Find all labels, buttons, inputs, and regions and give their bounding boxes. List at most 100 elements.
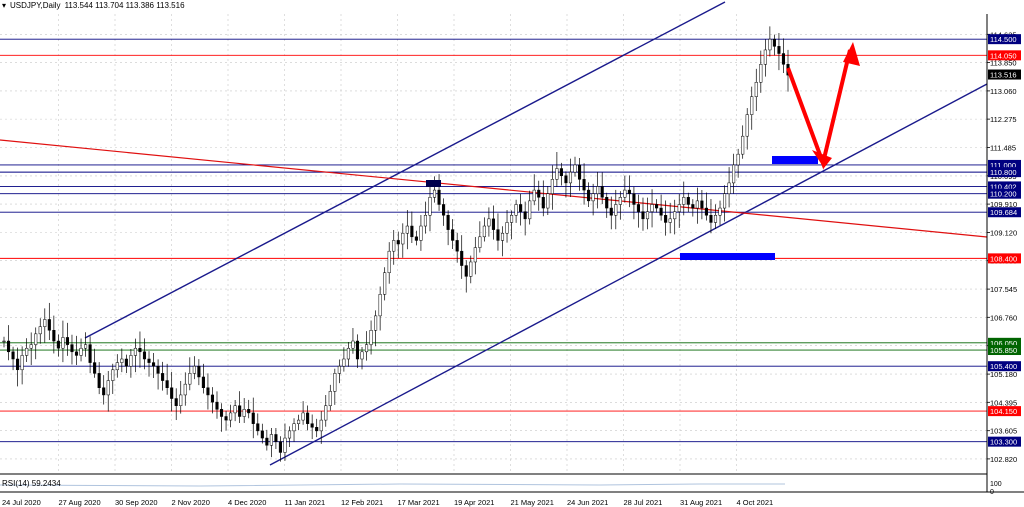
- dropdown-arrow-icon[interactable]: ▾: [2, 1, 7, 10]
- candle-body: [142, 351, 147, 360]
- candle-body: [165, 380, 169, 388]
- candle-body: [170, 387, 174, 399]
- candle-body: [151, 362, 156, 367]
- candle-body: [238, 405, 242, 417]
- candle-body: [265, 437, 269, 446]
- candle-body: [315, 427, 319, 432]
- forecast-arrow-path: [786, 49, 852, 170]
- candle-body: [292, 423, 296, 432]
- candle-body: [587, 189, 591, 202]
- candle-body: [727, 182, 731, 194]
- level-tag-text: 114.500: [990, 35, 1017, 44]
- candle-body: [124, 358, 128, 367]
- candle-body: [704, 207, 708, 216]
- level-tag-text: 103.300: [990, 438, 1017, 447]
- candle-body: [156, 365, 160, 374]
- candle-body: [56, 340, 60, 349]
- candle-body: [79, 347, 83, 356]
- candle-body: [133, 347, 137, 356]
- candle-body: [274, 434, 278, 442]
- price-tick-label: 113.060: [990, 87, 1017, 96]
- candle-body: [111, 369, 115, 381]
- candle-body: [29, 344, 33, 349]
- candle-body: [369, 330, 373, 345]
- candle-body: [627, 189, 631, 194]
- candle-body: [183, 383, 187, 396]
- candle-body: [342, 358, 346, 367]
- candle-body: [11, 351, 15, 360]
- candle-body: [655, 204, 659, 209]
- candle-body: [550, 179, 554, 194]
- candle-body: [541, 197, 545, 209]
- candle-body: [192, 365, 196, 374]
- candle-body: [115, 362, 119, 371]
- candle-body: [201, 376, 205, 388]
- candle-body: [364, 344, 369, 353]
- candle-body: [247, 409, 251, 414]
- time-label: 28 Jul 2021: [624, 498, 663, 507]
- candle-body: [410, 225, 414, 238]
- candle-body: [65, 337, 69, 345]
- candle-body: [491, 218, 495, 230]
- level-tag-text: 104.150: [990, 407, 1017, 416]
- candle-body: [387, 250, 391, 273]
- annotation-zones: [426, 156, 818, 260]
- arrow-head-down: [812, 150, 832, 168]
- chart-header: ▾ USDJPY,Daily 113.544 113.704 113.386 113…: [2, 1, 189, 10]
- candle-body: [70, 344, 74, 353]
- candle-body: [120, 358, 124, 363]
- zone-box-lower: [680, 253, 775, 260]
- channel-upper-line: [84, 1, 726, 339]
- candle-body: [43, 319, 47, 327]
- candle-body: [446, 215, 450, 230]
- level-tag-bg: [988, 188, 1021, 199]
- candle-body: [487, 218, 491, 227]
- candle-body: [396, 240, 400, 245]
- level-tag-bg: [988, 181, 1021, 192]
- candle-body: [668, 218, 672, 223]
- candle-body: [210, 394, 215, 403]
- price-tick-label: 104.395: [990, 398, 1017, 407]
- candle-body: [713, 215, 718, 223]
- candle-body: [251, 412, 255, 424]
- time-label: 4 Oct 2021: [737, 498, 774, 507]
- candle-body: [695, 200, 699, 209]
- level-tag-bg: [988, 337, 1021, 348]
- level-tag-text: 111.000: [990, 161, 1016, 170]
- candle-body: [52, 330, 56, 342]
- candle-body: [47, 319, 51, 331]
- candle-body: [74, 351, 79, 356]
- candle-body: [614, 204, 618, 216]
- candle-body: [600, 186, 604, 198]
- candle-body: [428, 197, 432, 216]
- time-label: 21 May 2021: [511, 498, 554, 507]
- candle-body: [691, 204, 695, 209]
- level-tag-bg: [988, 361, 1021, 372]
- candle-body: [528, 200, 532, 220]
- level-tag-text: 105.850: [990, 346, 1017, 355]
- candle-body: [505, 222, 509, 234]
- axes: [0, 14, 1024, 493]
- level-tag-bg: [988, 159, 1021, 170]
- level-tag-text: 110.200: [990, 190, 1017, 199]
- candle-body: [591, 193, 595, 202]
- candle-body: [768, 38, 772, 51]
- level-tag-text: 108.400: [990, 254, 1017, 263]
- rsi-axis-top: 100: [990, 481, 1002, 488]
- candle-body: [609, 207, 613, 216]
- candle-body: [464, 265, 468, 277]
- candle-body: [269, 434, 273, 446]
- candle-body: [636, 204, 641, 212]
- current-price-tag-bg: [988, 69, 1021, 80]
- candle-body: [260, 430, 264, 439]
- time-label: 27 Aug 2020: [59, 498, 101, 507]
- price-tick-label: 105.180: [990, 370, 1017, 379]
- current-price-tag-text: 113.516: [990, 71, 1017, 80]
- candle-body: [546, 193, 550, 209]
- candle-body: [469, 261, 473, 277]
- candle-body: [500, 232, 505, 241]
- time-label: 24 Jun 2021: [567, 498, 608, 507]
- candle-body: [577, 164, 582, 180]
